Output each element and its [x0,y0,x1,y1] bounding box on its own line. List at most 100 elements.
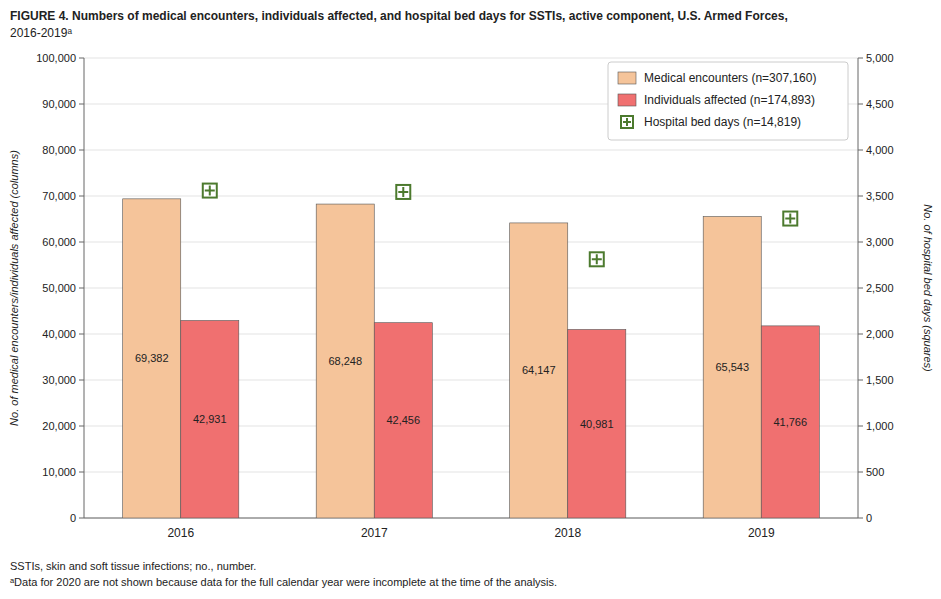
legend-swatch [621,116,633,128]
tick-label: 10,000 [42,466,76,478]
tick [858,196,863,197]
legend-swatch [618,94,636,106]
tick-label: 2018 [554,526,581,540]
marker-cross [398,187,408,197]
marker-cross [785,214,795,224]
tick-label: 0 [866,512,872,524]
tick-label: 90,000 [42,98,76,110]
tick [858,104,863,105]
data-label: 41,766 [773,416,807,428]
grid-line [84,196,858,197]
tick-label: 3,500 [866,190,894,202]
footnote: ᵃData for 2020 are not shown because dat… [10,576,557,588]
subtitle: 2016-2019ᵃ [10,26,72,40]
tick-label: 0 [70,512,76,524]
axes: 0 10,000 20,000 30,000 40,000 50,000 60,000 70,… [36,52,893,540]
data-label: 42,931 [193,413,227,425]
legend-swatch [618,72,636,84]
axis-line [858,58,859,518]
chart: FIGURE 4. Numbers of medical encounters,… [0,0,941,599]
tick-label: 5,000 [866,52,894,64]
tick-label: 4,500 [866,98,894,110]
title: FIGURE 4. Numbers of medical encounters,… [10,9,788,23]
bar [568,329,626,518]
data-label: 65,543 [715,361,749,373]
grid-line [84,150,858,151]
axis-line [84,58,85,518]
point [396,185,410,199]
marker-cross [592,254,602,264]
tick [858,380,863,381]
legend-label: Individuals affected (n=174,893) [644,93,815,107]
tick [79,196,84,197]
legend-label: Medical encounters (n=307,160) [644,71,816,85]
tick [79,518,84,519]
tick [79,472,84,473]
grid-line [84,58,858,59]
point [203,184,217,198]
data-label: 40,981 [580,418,614,430]
point [590,252,604,266]
tick-label: 2016 [167,526,194,540]
data-label: 69,382 [135,352,169,364]
tick-label: 1,000 [866,420,894,432]
marker-cross [205,186,215,196]
tick-label: 1,500 [866,374,894,386]
tick [858,518,863,519]
axis-title: No. of hospital bed days (squares) [922,204,934,372]
tick-label: 80,000 [42,144,76,156]
tick [79,242,84,243]
legend-swatch-cross [623,118,631,126]
tick-label: 70,000 [42,190,76,202]
tick [79,380,84,381]
tick-label: 2,000 [866,328,894,340]
bar [703,217,761,518]
footnote: SSTIs, skin and soft tissue infections; … [10,560,256,572]
bar [510,223,568,518]
tick-label: 4,000 [866,144,894,156]
tick-label: 40,000 [42,328,76,340]
data-label: 68,248 [328,355,362,367]
axis-title: No. of medical encounters/individuals af… [8,150,20,426]
tick [858,242,863,243]
bar [761,326,819,518]
tick-label: 50,000 [42,282,76,294]
legend-frame [608,62,848,140]
tick-label: 2017 [361,526,388,540]
bar [374,323,432,518]
tick-label: 100,000 [36,52,76,64]
tick [79,426,84,427]
data-labels: 69,382 68,248 64,147 65,543 42,931 42,456 40,9… [135,352,807,429]
tick-label: 30,000 [42,374,76,386]
tick [858,472,863,473]
tick-label: 2019 [748,526,775,540]
tick-label: 500 [866,466,884,478]
tick [858,288,863,289]
tick [79,58,84,59]
tick [79,150,84,151]
marker-square [396,185,410,199]
marker-square [590,252,604,266]
bar [123,199,181,518]
tick [858,58,863,59]
marker-square [203,184,217,198]
data-label: 64,147 [522,364,556,376]
tick-label: 2,500 [866,282,894,294]
legend-label: Hospital bed days (n=14,819) [644,115,801,129]
bar [316,204,374,518]
point [783,212,797,226]
bar [181,321,239,518]
marks [123,184,820,518]
tick [858,334,863,335]
tick [858,150,863,151]
tick-label: 3,000 [866,236,894,248]
data-label: 42,456 [386,414,420,426]
tick-label: 20,000 [42,420,76,432]
tick [79,104,84,105]
tick [79,334,84,335]
tick [858,426,863,427]
marker-square [783,212,797,226]
legend: Medical encounters (n=307,160) Individual… [608,62,848,140]
tick-label: 60,000 [42,236,76,248]
tick [79,288,84,289]
